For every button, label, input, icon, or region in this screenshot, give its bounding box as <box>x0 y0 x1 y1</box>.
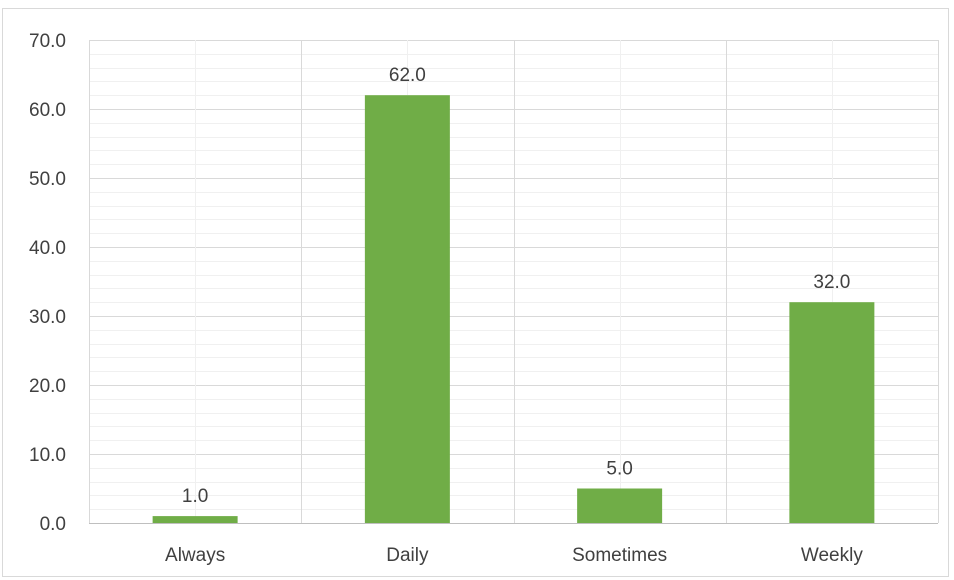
y-axis-tick-labels: 0.0 10.0 20.0 30.0 40.0 50.0 60.0 70.0 <box>29 31 66 535</box>
category-separators <box>89 40 939 523</box>
y-tick-label: 40.0 <box>29 238 66 259</box>
y-tick-label: 70.0 <box>29 31 66 52</box>
y-tick-label: 60.0 <box>29 100 66 121</box>
bar-daily <box>364 95 450 523</box>
y-tick-label: 20.0 <box>29 376 66 397</box>
data-label-weekly: 32.0 <box>813 272 850 293</box>
x-tick-label-daily: Daily <box>386 545 429 566</box>
major-gridlines <box>89 40 938 524</box>
y-tick-label: 50.0 <box>29 169 66 190</box>
y-tick-label: 10.0 <box>29 445 66 466</box>
data-label-sometimes: 5.0 <box>606 459 632 480</box>
data-label-always: 1.0 <box>182 486 208 507</box>
data-labels: 1.0 62.0 5.0 32.0 <box>182 65 850 507</box>
x-tick-label-weekly: Weekly <box>801 545 863 566</box>
y-tick-label: 0.0 <box>40 514 66 535</box>
bar-sometimes <box>577 488 663 523</box>
x-tick-label-always: Always <box>165 545 225 566</box>
bars <box>152 95 875 523</box>
bar-always <box>152 516 238 523</box>
y-tick-label: 30.0 <box>29 307 66 328</box>
bar-weekly <box>789 302 875 523</box>
data-label-daily: 62.0 <box>389 65 426 86</box>
x-axis-tick-labels: Always Daily Sometimes Weekly <box>165 545 863 566</box>
x-tick-label-sometimes: Sometimes <box>572 545 667 566</box>
